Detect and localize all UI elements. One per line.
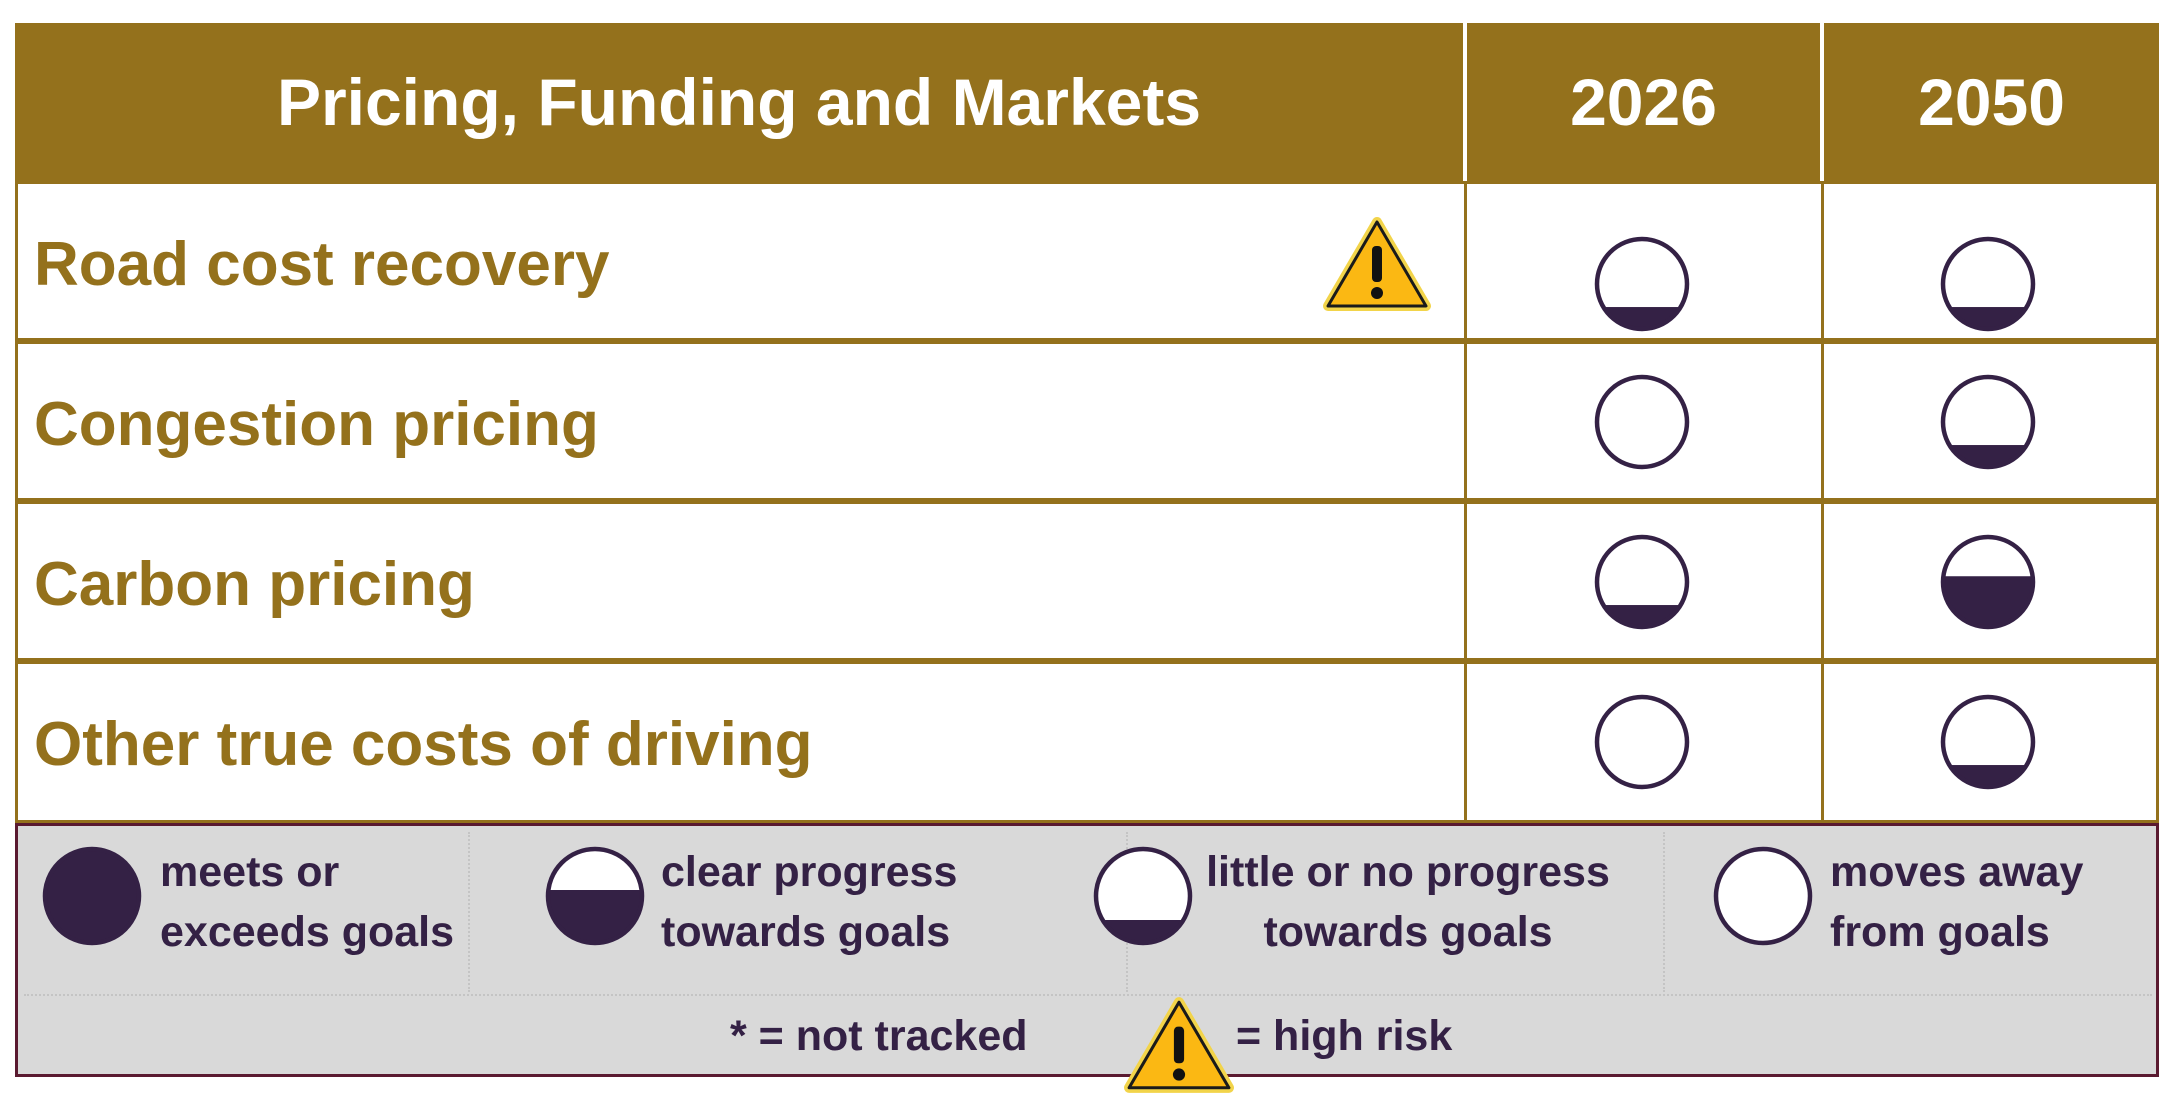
harvey-ball-icon (1594, 694, 1690, 790)
legend-label-line2: exceeds goals (160, 908, 455, 956)
rating-cell-2026 (1464, 661, 1824, 823)
harvey-ball-icon (1594, 534, 1690, 630)
warning-triangle-icon (1124, 997, 1234, 1093)
harvey-ball-three-quarter-icon (545, 846, 645, 946)
rating-cell-2026 (1464, 181, 1824, 341)
table-row: Other true costs of driving (15, 661, 2159, 823)
row-label: Road cost recovery (34, 229, 610, 299)
legend-label-line2: towards goals (661, 908, 951, 956)
harvey-ball-quarter-icon (1093, 846, 1193, 946)
row-label-cell: Congestion pricing (15, 341, 1467, 501)
legend: meets or exceeds goals clear progress to… (15, 823, 2159, 1093)
high-risk-note: = high risk (1236, 1012, 1453, 1060)
table-title: Pricing, Funding and Markets (15, 23, 1463, 181)
harvey-ball-icon (1940, 374, 2036, 470)
warning-triangle-icon (1323, 217, 1431, 311)
header-divider (1463, 23, 1467, 181)
legend-item-clear-progress: clear progress towards goals (468, 826, 1128, 992)
harvey-ball-empty-icon (1713, 846, 1813, 946)
legend-footnotes: * = not tracked = high risk (18, 997, 2158, 1093)
harvey-ball-icon (1940, 236, 2036, 332)
legend-divider (468, 832, 470, 992)
row-label-cell: Other true costs of driving (15, 661, 1467, 823)
legend-item-little-progress: little or no progress towards goals (1093, 826, 1666, 992)
rating-cell-2050 (1821, 181, 2159, 341)
row-label: Congestion pricing (34, 389, 599, 459)
not-tracked-note: * = not tracked (730, 1012, 1028, 1060)
rating-cell-2050 (1821, 341, 2159, 501)
legend-divider (24, 994, 2152, 996)
harvey-ball-full-icon (42, 846, 142, 946)
row-label: Carbon pricing (34, 549, 475, 619)
table-row: Road cost recovery (15, 181, 2159, 341)
legend-label-line1: moves away (1830, 848, 2084, 896)
table-row: Carbon pricing (15, 501, 2159, 661)
scorecard-table: Pricing, Funding and Markets 2026 2050 R… (15, 23, 2159, 1093)
rating-cell-2050 (1821, 661, 2159, 823)
legend-item-meets-goals: meets or exceeds goals (18, 826, 468, 992)
legend-item-moves-away: moves away from goals (1663, 826, 2158, 992)
harvey-ball-icon (1594, 236, 1690, 332)
legend-label-line2: towards goals (1263, 908, 1553, 956)
row-label-cell: Road cost recovery (15, 181, 1467, 341)
header-divider (1820, 23, 1824, 181)
legend-divider (1663, 832, 1665, 992)
legend-label-line1: clear progress (661, 848, 958, 896)
legend-label-line2: from goals (1830, 908, 2050, 956)
harvey-ball-icon (1594, 374, 1690, 470)
column-header-2050: 2050 (1824, 23, 2159, 181)
legend-label-line1: little or no progress (1206, 848, 1610, 896)
legend-label-line1: meets or (160, 848, 340, 896)
row-label-cell: Carbon pricing (15, 501, 1467, 661)
harvey-ball-icon (1940, 534, 2036, 630)
table-row: Congestion pricing (15, 341, 2159, 501)
rating-cell-2026 (1464, 501, 1824, 661)
rating-cell-2026 (1464, 341, 1824, 501)
column-header-2026: 2026 (1467, 23, 1820, 181)
harvey-ball-icon (1940, 694, 2036, 790)
rating-cell-2050 (1821, 501, 2159, 661)
row-label: Other true costs of driving (34, 709, 813, 779)
